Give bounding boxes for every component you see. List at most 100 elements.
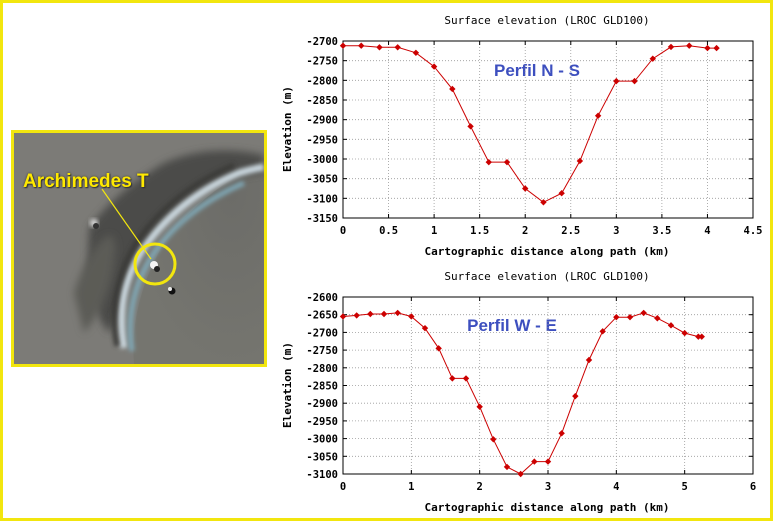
data-point	[408, 313, 415, 320]
data-point	[394, 309, 401, 317]
y-tick-label: -2850	[306, 381, 338, 393]
x-tick-label: 5	[682, 481, 688, 493]
chart-title: Surface elevation (LROC GLD100)	[444, 270, 649, 283]
y-tick-label: -3000	[306, 154, 338, 166]
data-point	[485, 158, 492, 166]
y-tick-label: -3100	[306, 193, 338, 205]
y-tick-label: -2650	[306, 310, 338, 322]
data-point	[558, 430, 565, 437]
y-tick-label: -2600	[306, 292, 338, 304]
data-point	[626, 313, 634, 321]
y-tick-label: -3150	[306, 213, 338, 225]
data-point	[490, 436, 497, 443]
lunar-surface-image	[14, 133, 264, 364]
x-axis-label: Cartographic distance along path (km)	[424, 245, 669, 258]
data-point	[613, 77, 620, 85]
profile-chart-north-south: Surface elevation (LROC GLD100) Cartogra…	[281, 14, 762, 258]
data-point	[640, 309, 647, 317]
data-point	[380, 310, 388, 318]
data-point	[667, 43, 675, 51]
x-tick-label: 3	[613, 225, 619, 237]
y-axis-label: Elevation (m)	[281, 342, 294, 428]
x-tick-label: 2	[522, 225, 528, 237]
data-point	[667, 322, 675, 329]
series-line	[342, 312, 702, 475]
y-tick-label: -3100	[306, 469, 338, 481]
x-tick-label: 4.5	[744, 225, 763, 237]
y-tick-label: -2700	[306, 36, 338, 48]
data-point	[576, 157, 584, 165]
x-axis-label: Cartographic distance along path (km)	[424, 501, 669, 514]
y-tick-label: -2700	[306, 327, 338, 339]
y-tick-label: -2950	[306, 134, 338, 146]
y-tick-label: -2900	[306, 398, 338, 410]
data-point	[594, 112, 602, 119]
x-tick-label: 0	[340, 481, 346, 493]
data-point	[631, 77, 638, 85]
y-tick-label: -3050	[306, 451, 338, 463]
data-point	[462, 375, 470, 382]
data-point	[681, 329, 688, 337]
x-tick-label: 1	[408, 481, 414, 493]
data-point	[531, 458, 538, 465]
y-tick-label: -2800	[306, 363, 338, 375]
data-point	[376, 44, 383, 51]
data-point	[503, 158, 511, 166]
data-point	[585, 356, 593, 364]
profile-annotation: Perfil W - E	[467, 316, 557, 335]
x-tick-label: 6	[750, 481, 756, 493]
x-tick-label: 0.5	[379, 225, 398, 237]
data-point	[412, 49, 420, 56]
data-point	[544, 458, 552, 465]
data-point	[572, 392, 579, 400]
data-point	[654, 315, 661, 322]
y-tick-label: -3050	[306, 174, 338, 186]
y-tick-label: -2800	[306, 75, 338, 87]
x-tick-label: 4	[704, 225, 710, 237]
x-tick-label: 4	[613, 481, 619, 493]
data-point	[704, 44, 711, 52]
data-point	[686, 42, 693, 49]
data-point	[449, 375, 456, 382]
data-point	[613, 313, 620, 321]
x-tick-label: 2.5	[561, 225, 580, 237]
x-tick-label: 3.5	[652, 225, 671, 237]
data-point	[353, 312, 360, 319]
x-tick-label: 0	[340, 225, 346, 237]
data-point	[695, 333, 702, 340]
data-point	[517, 470, 524, 478]
data-point	[367, 310, 374, 318]
y-tick-label: -2750	[306, 345, 338, 357]
data-point	[339, 313, 347, 320]
data-point	[430, 63, 438, 70]
data-point	[435, 345, 442, 352]
profile-annotation: Perfil N - S	[494, 61, 580, 80]
y-tick-label: -3000	[306, 434, 338, 446]
crater-label: Archimedes T	[23, 171, 149, 192]
plot-frame	[342, 40, 754, 219]
data-point	[421, 324, 429, 332]
data-point	[540, 199, 547, 206]
data-point	[339, 42, 347, 49]
series-line	[343, 45, 717, 203]
data-point	[449, 85, 456, 93]
y-tick-label: -2850	[306, 95, 338, 107]
data-point	[713, 44, 720, 52]
data-point	[599, 328, 606, 335]
x-tick-label: 1.5	[470, 225, 489, 237]
crater-highlight-circle	[133, 242, 177, 286]
data-point	[394, 44, 401, 51]
elevation-profiles: Surface elevation (LROC GLD100) Cartogra…	[281, 14, 762, 514]
data-point	[467, 123, 474, 130]
data-point	[698, 333, 705, 340]
y-tick-label: -2950	[306, 416, 338, 428]
y-tick-label: -2750	[306, 56, 338, 68]
x-tick-label: 1	[431, 225, 437, 237]
data-point	[503, 463, 511, 471]
x-tick-label: 3	[545, 481, 551, 493]
profile-chart-west-east: Surface elevation (LROC GLD100) Cartogra…	[281, 270, 756, 514]
data-point	[649, 55, 656, 62]
data-point	[522, 185, 529, 192]
data-point	[476, 403, 483, 410]
